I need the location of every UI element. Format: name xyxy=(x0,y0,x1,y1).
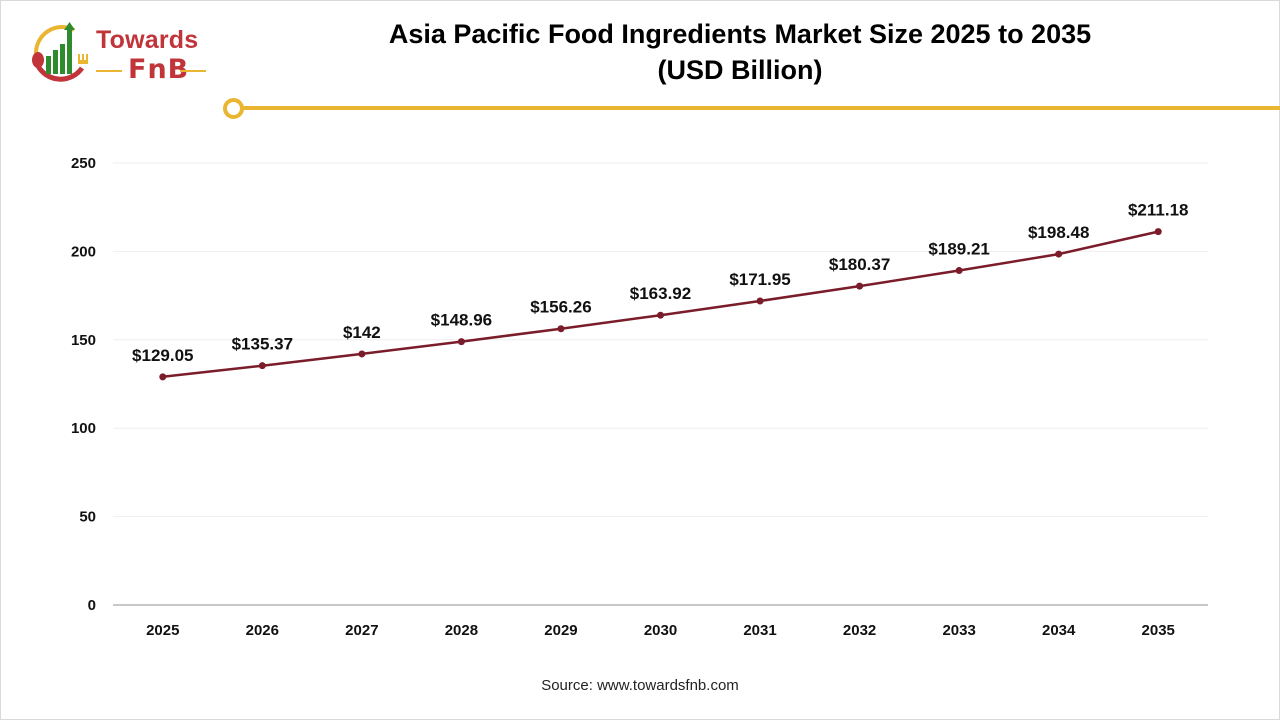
data-point-marker xyxy=(159,373,167,381)
data-label: $189.21 xyxy=(928,239,989,258)
x-tick-label: 2034 xyxy=(1042,622,1076,639)
series-line xyxy=(162,230,1159,379)
y-axis: 0 50 100 150 200 250 xyxy=(71,155,96,614)
data-label: $198.48 xyxy=(1028,223,1089,242)
title-divider-dot-icon xyxy=(223,98,244,119)
data-point-marker xyxy=(657,311,664,319)
data-labels: $129.05 $135.37 $142 $148.96 $156.26 $163.92 $… xyxy=(132,201,1188,365)
x-tick-label: 2027 xyxy=(345,622,378,639)
y-tick-label: 250 xyxy=(71,155,96,172)
data-label: $211.18 xyxy=(1128,201,1189,220)
x-tick-label: 2031 xyxy=(743,622,776,639)
data-point-marker xyxy=(258,362,266,370)
source-note: Source: www.towardsfnb.com xyxy=(541,677,739,694)
logo-emblem-icon xyxy=(32,22,88,82)
x-tick-label: 2035 xyxy=(1142,622,1175,639)
series-market-size xyxy=(159,228,1162,381)
y-tick-label: 100 xyxy=(71,420,96,437)
data-point-marker xyxy=(1154,228,1162,236)
data-point-marker xyxy=(756,297,764,305)
x-tick-label: 2030 xyxy=(644,622,677,639)
logo-dash-left xyxy=(96,70,122,72)
data-point-marker xyxy=(856,282,864,290)
data-label: $171.95 xyxy=(729,270,790,289)
gridlines xyxy=(113,162,1208,606)
data-label: $156.26 xyxy=(530,298,591,317)
chart-title: Asia Pacific Food Ingredients Market Siz… xyxy=(300,16,1180,88)
x-axis: 2025 2026 2027 2028 2029 2030 2031 2032 2033 2034… xyxy=(146,622,1175,639)
logo-dash-right xyxy=(180,70,206,72)
data-label: $148.96 xyxy=(431,311,492,330)
data-point-marker xyxy=(358,350,366,358)
y-tick-label: 0 xyxy=(88,597,96,614)
data-point-marker xyxy=(955,266,963,274)
x-tick-label: 2025 xyxy=(146,622,179,639)
towards-fnb-logo: Towards FnB xyxy=(26,20,216,90)
title-divider xyxy=(240,106,1280,110)
x-tick-label: 2028 xyxy=(445,622,478,639)
data-point-marker xyxy=(457,338,465,346)
chart-title-line1: Asia Pacific Food Ingredients Market Siz… xyxy=(388,19,1092,49)
data-label: $163.92 xyxy=(630,284,691,303)
data-label: $129.05 xyxy=(132,346,193,365)
logo-text-top: Towards xyxy=(96,26,199,54)
data-point-marker xyxy=(557,325,565,333)
x-tick-label: 2032 xyxy=(843,622,876,639)
x-tick-label: 2029 xyxy=(544,622,577,639)
x-tick-label: 2026 xyxy=(246,622,279,639)
y-tick-label: 150 xyxy=(71,332,96,349)
x-tick-label: 2033 xyxy=(942,622,975,639)
y-tick-label: 50 xyxy=(79,509,96,526)
y-tick-label: 200 xyxy=(71,243,96,260)
data-label: $142 xyxy=(343,323,381,342)
chart-title-line2: (USD Billion) xyxy=(657,55,823,85)
logo-text-bottom: FnB xyxy=(128,54,190,85)
data-label: $180.37 xyxy=(829,255,890,274)
data-label: $135.37 xyxy=(232,335,293,354)
data-point-marker xyxy=(1055,250,1063,258)
